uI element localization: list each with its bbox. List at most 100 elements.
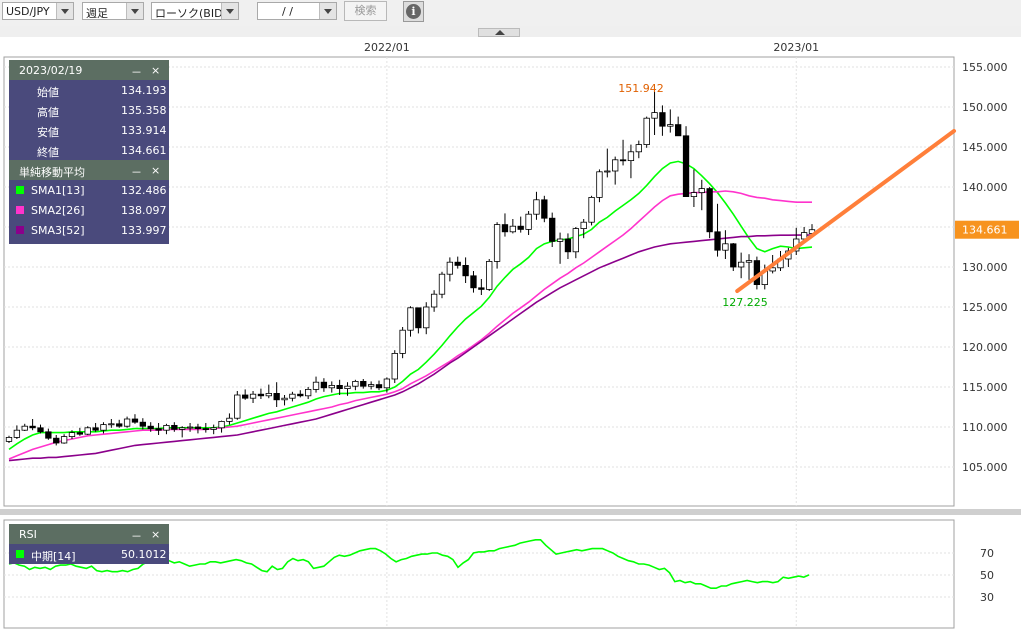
candle-body — [698, 188, 705, 194]
candle-body — [659, 112, 666, 127]
candle-body — [265, 392, 272, 397]
info-button[interactable]: i — [403, 1, 424, 22]
candle-body — [202, 428, 209, 431]
candle-body — [249, 393, 257, 399]
candle-body — [737, 261, 745, 268]
candle-body — [68, 432, 76, 438]
candle-body — [194, 426, 202, 430]
candle-body — [604, 170, 611, 173]
symbol-select[interactable]: USD/JPY — [2, 2, 74, 20]
candle-body — [438, 273, 446, 295]
chevron-down-icon[interactable] — [221, 3, 238, 19]
rsi-legend-panel: RSI － × 中期[14] 50.1012 — [9, 524, 169, 564]
close-button[interactable]: × — [151, 64, 161, 77]
candle-body — [336, 384, 343, 389]
date-picker[interactable]: / / — [257, 2, 337, 20]
ohlc-row-close: 終値 134.661 — [9, 140, 169, 160]
candle-body — [635, 144, 642, 153]
rsi-swatch — [16, 550, 24, 558]
minimize-button[interactable]: － — [131, 166, 142, 179]
rsi-label: 中期[14] — [31, 550, 76, 563]
candle-body — [556, 238, 564, 242]
y-tick-label: 105.000 — [962, 461, 1008, 474]
candle-body — [328, 384, 335, 389]
candle-body — [517, 225, 524, 230]
sma-title: 単純移動平均 — [19, 166, 85, 179]
candle-body — [76, 432, 84, 435]
candle-body — [596, 171, 603, 198]
candle-body — [218, 420, 225, 429]
candle-body — [470, 275, 477, 289]
low-annotation: 127.225 — [722, 296, 768, 309]
collapse-toolbar-button[interactable] — [478, 28, 520, 37]
candle-body — [155, 428, 162, 431]
sma3-swatch — [16, 226, 24, 234]
candle-body — [800, 232, 808, 240]
chart-kind-select[interactable]: ローソク(BID) — [151, 2, 239, 20]
date-axis-band — [4, 39, 1021, 56]
minimize-button[interactable]: － — [131, 66, 142, 79]
symbol-value: USD/JPY — [6, 5, 50, 18]
chevron-down-icon[interactable] — [319, 3, 336, 19]
minimize-button[interactable]: － — [131, 530, 142, 543]
candle-body — [745, 260, 753, 263]
y-tick-label: 120.000 — [962, 341, 1008, 354]
candle-body — [690, 192, 698, 198]
sma-label: SMA1[13] — [31, 184, 85, 197]
candle-body — [242, 394, 249, 399]
ohlc-date: 2023/02/19 — [19, 64, 83, 77]
chevron-down-icon[interactable] — [126, 3, 143, 19]
search-button[interactable]: 検索 — [344, 1, 387, 21]
candle-body — [588, 196, 595, 223]
ohlc-label: 安値 — [37, 126, 59, 139]
candle-body — [722, 243, 729, 251]
rsi-panel-header: RSI － × — [9, 524, 169, 544]
sma-line — [8, 190, 812, 460]
candle-body — [619, 159, 627, 162]
candle-body — [572, 228, 579, 253]
candle-body — [533, 199, 540, 215]
sma-value: 132.486 — [121, 184, 167, 197]
candle-body — [123, 418, 131, 427]
candle-body — [430, 293, 438, 308]
candle-body — [643, 117, 650, 145]
candle-body — [769, 267, 776, 272]
candle-body — [312, 381, 320, 390]
high-annotation: 151.942 — [618, 82, 664, 95]
ohlc-panel-header: 2023/02/19 － × — [9, 60, 169, 80]
candle-body — [454, 261, 461, 266]
sma-row-3: SMA3[52] 133.997 — [9, 220, 169, 240]
close-button[interactable]: × — [151, 164, 161, 177]
x-tick-label: 2022/01 — [364, 41, 410, 54]
candle-body — [21, 425, 28, 431]
candle-body — [116, 423, 123, 427]
ohlc-value: 134.661 — [121, 144, 167, 157]
candle-body — [45, 431, 52, 439]
chevron-down-icon[interactable] — [56, 3, 73, 19]
close-button[interactable]: × — [151, 528, 161, 541]
ohlc-row-high: 高値 135.358 — [9, 100, 169, 120]
candle-body — [147, 425, 154, 430]
ohlc-label: 高値 — [37, 106, 59, 119]
period-select[interactable]: 週足 — [82, 2, 144, 20]
candle-body — [92, 427, 99, 431]
candle-body — [423, 306, 430, 329]
rsi-value: 50.1012 — [121, 548, 167, 561]
date-value: / / — [282, 5, 293, 18]
candle-body — [352, 380, 359, 387]
trend-line — [735, 129, 956, 293]
period-value: 週足 — [86, 7, 108, 20]
ohlc-label: 終値 — [37, 146, 59, 159]
candle-body — [541, 199, 548, 219]
candle-body — [706, 188, 713, 233]
candle-body — [627, 151, 635, 162]
info-icon: i — [406, 4, 421, 19]
candle-body — [399, 329, 406, 354]
sma2-swatch — [16, 206, 24, 214]
sma-value: 133.997 — [121, 224, 167, 237]
toolbar: USD/JPY 週足 ローソク(BID) / / 検索 i — [0, 0, 1021, 26]
candle-body — [462, 264, 469, 277]
ohlc-row-low: 安値 133.914 — [9, 120, 169, 140]
y-tick-label: 145.000 — [962, 141, 1008, 154]
candle-body — [100, 424, 107, 431]
